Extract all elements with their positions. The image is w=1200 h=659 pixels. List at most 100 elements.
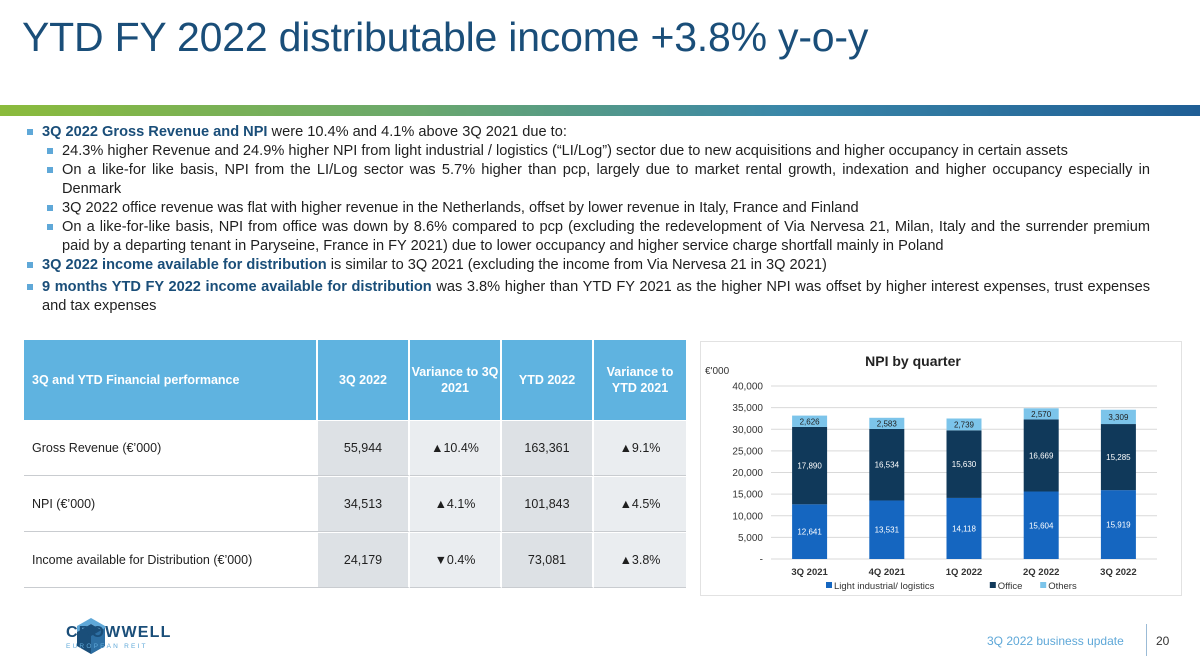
- data-label: 14,118: [952, 524, 976, 533]
- bar-segment: [869, 428, 905, 501]
- sub-bullet: On a like-for-like basis, NPI from offic…: [20, 218, 1150, 256]
- table-cell: ▼0.4%: [410, 532, 502, 588]
- table-header-cell: YTD 2022: [502, 340, 594, 420]
- y-tick-label: 30,000: [732, 425, 763, 436]
- row-label: NPI (€’000): [24, 476, 318, 532]
- legend-swatch: [989, 582, 996, 588]
- x-tick-label: 4Q 2021: [869, 567, 906, 578]
- table-cell: ▲3.8%: [594, 532, 686, 588]
- data-label: 16,534: [875, 461, 900, 470]
- data-label: 15,630: [952, 460, 977, 469]
- data-label: 2,570: [1031, 410, 1052, 419]
- data-label: 17,890: [797, 462, 822, 471]
- bar-segment: [946, 430, 982, 498]
- x-tick-label: 3Q 2022: [1100, 567, 1136, 578]
- table-row: NPI (€’000) 34,513 ▲4.1% 101,843 ▲4.5%: [24, 476, 686, 532]
- data-label: 3,309: [1108, 413, 1129, 422]
- y-axis-unit-label: €'000: [705, 366, 730, 377]
- data-label: 2,583: [877, 419, 898, 428]
- bar-segment: [869, 417, 905, 429]
- row-label: Income available for Distribution (€’000…: [24, 532, 318, 588]
- logo-wordmark: CROWWELL: [66, 624, 172, 641]
- table-row: Gross Revenue (€’000) 55,944 ▲10.4% 163,…: [24, 420, 686, 476]
- sub-bullet: 3Q 2022 office revenue was flat with hig…: [20, 199, 1150, 218]
- deck-name: 3Q 2022 business update: [987, 634, 1124, 648]
- table-header-cell: Variance to 3Q 2021: [410, 340, 502, 420]
- sub-bullet: On a like-for like basis, NPI from the L…: [20, 161, 1150, 199]
- table-cell: 34,513: [318, 476, 410, 532]
- bullet-ytd-income: 9 months YTD FY 2022 income available fo…: [20, 278, 1150, 316]
- y-tick-label: 5,000: [738, 533, 763, 544]
- y-tick-label: 10,000: [732, 511, 763, 522]
- bullet-income-distribution: 3Q 2022 income available for distributio…: [20, 256, 1150, 275]
- chart-svg: NPI by quarter €'000 - 5,000 10,000 15,000 20,…: [705, 353, 1157, 592]
- x-tick-label: 3Q 2021: [791, 567, 828, 578]
- legend-swatch: [826, 582, 832, 588]
- table-row: Income available for Distribution (€’000…: [24, 532, 686, 588]
- bar-segment: [792, 415, 828, 427]
- y-tick-label: 40,000: [732, 382, 763, 393]
- table-cell: 73,081: [502, 532, 594, 588]
- legend-swatch: [1040, 582, 1047, 588]
- data-label: 2,626: [800, 417, 821, 426]
- data-label: 2,739: [954, 420, 975, 429]
- legend-label: Light industrial/ logistics: [834, 581, 935, 592]
- x-tick-label: 2Q 2022: [1023, 567, 1059, 578]
- legend-label: Office: [998, 581, 1023, 592]
- table-header-cell: Variance to YTD 2021: [594, 340, 686, 420]
- logo-subtitle: EUROPEAN REIT: [66, 643, 148, 650]
- table-cell: 101,843: [502, 476, 594, 532]
- bullet-text: was 3.8% higher than YTD FY 2021 as the …: [42, 279, 1151, 314]
- table-header-cell: 3Q 2022: [318, 340, 410, 420]
- x-tick-label: 1Q 2022: [946, 567, 982, 578]
- bar-segment: [946, 497, 982, 559]
- title-divider: [0, 105, 1200, 116]
- y-tick-label: 20,000: [732, 468, 763, 479]
- bullet-text: is similar to 3Q 2021 (excluding the inc…: [326, 257, 827, 273]
- cromwell-logo-icon: [77, 618, 105, 654]
- legend-label: Others: [1048, 581, 1077, 592]
- y-tick-label: -: [760, 555, 763, 566]
- bar-segment: [1023, 408, 1059, 420]
- bullet-bold: 3Q 2022 Gross Revenue and NPI: [42, 124, 268, 140]
- y-tick-label: 15,000: [732, 490, 763, 501]
- bullet-bold: 9 months YTD FY 2022 income available fo…: [42, 279, 432, 295]
- data-label: 15,604: [1029, 521, 1054, 530]
- bullet-gross-revenue-npi: 3Q 2022 Gross Revenue and NPI were 10.4%…: [20, 123, 1150, 142]
- data-label: 12,641: [797, 528, 822, 537]
- page-number: 20: [1156, 634, 1170, 648]
- financial-performance-table: 3Q and YTD Financial performance 3Q 2022…: [24, 340, 686, 588]
- data-label: 15,285: [1106, 453, 1131, 462]
- bar-segment: [792, 426, 828, 505]
- bar-segment: [869, 500, 905, 559]
- bullet-bold: 3Q 2022 income available for distributio…: [42, 257, 327, 273]
- y-tick-label: 25,000: [732, 446, 763, 457]
- table-cell: ▲9.1%: [594, 420, 686, 476]
- row-label: Gross Revenue (€’000): [24, 420, 318, 476]
- bar-segment: [1100, 409, 1136, 425]
- bar-segment: [792, 504, 828, 559]
- sub-bullet: 24.3% higher Revenue and 24.9% higher NP…: [20, 142, 1150, 161]
- npi-by-quarter-chart: NPI by quarter €'000 - 5,000 10,000 15,000 20,…: [700, 341, 1182, 596]
- bar-segment: [946, 418, 982, 431]
- bar-segment: [1023, 419, 1059, 492]
- commentary-bullets: 3Q 2022 Gross Revenue and NPI were 10.4%…: [20, 123, 1150, 316]
- table-header-cell: 3Q and YTD Financial performance: [24, 340, 318, 420]
- slide-title: YTD FY 2022 distributable income +3.8% y…: [22, 14, 869, 60]
- table-header-row: 3Q and YTD Financial performance 3Q 2022…: [24, 340, 686, 420]
- table-cell: 55,944: [318, 420, 410, 476]
- bar-segment: [1100, 424, 1136, 491]
- bar-segment: [1023, 491, 1059, 559]
- data-label: 16,669: [1029, 451, 1054, 460]
- footer-divider: [1146, 624, 1147, 656]
- table-cell: 163,361: [502, 420, 594, 476]
- table-cell: ▲4.5%: [594, 476, 686, 532]
- data-label: 13,531: [875, 526, 900, 535]
- data-label: 15,919: [1106, 521, 1131, 530]
- table-cell: ▲10.4%: [410, 420, 502, 476]
- table-cell: ▲4.1%: [410, 476, 502, 532]
- y-tick-label: 35,000: [732, 403, 763, 414]
- bar-segment: [1100, 490, 1136, 559]
- chart-title: NPI by quarter: [865, 353, 961, 369]
- bullet-text: were 10.4% and 4.1% above 3Q 2021 due to…: [267, 124, 567, 140]
